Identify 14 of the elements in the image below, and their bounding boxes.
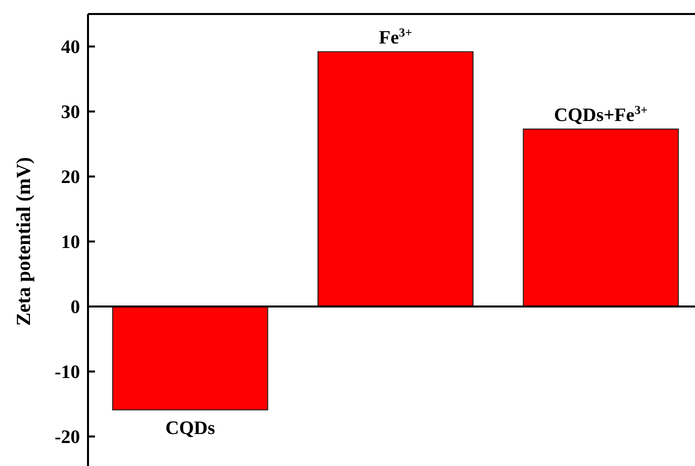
y-tick-label: 10 [61,232,80,254]
bar [522,128,679,307]
y-tick-label: 30 [61,102,80,124]
y-tick-label: -20 [54,427,80,448]
x-tick-label: CQDs+Fe$^{3+}$ [554,103,648,126]
bar [112,306,268,410]
y-tick-label: 0 [70,297,80,318]
x-tick-label: Fe$^{3+}$ [378,26,412,49]
y-axis-title: Zeta potential (mV) [13,157,35,326]
y-tick-label: 40 [61,37,80,58]
bar [317,51,474,307]
y-tick-label: 20 [61,167,80,188]
x-tick-label: CQDs [165,418,215,439]
y-tick-label: -10 [54,362,80,384]
